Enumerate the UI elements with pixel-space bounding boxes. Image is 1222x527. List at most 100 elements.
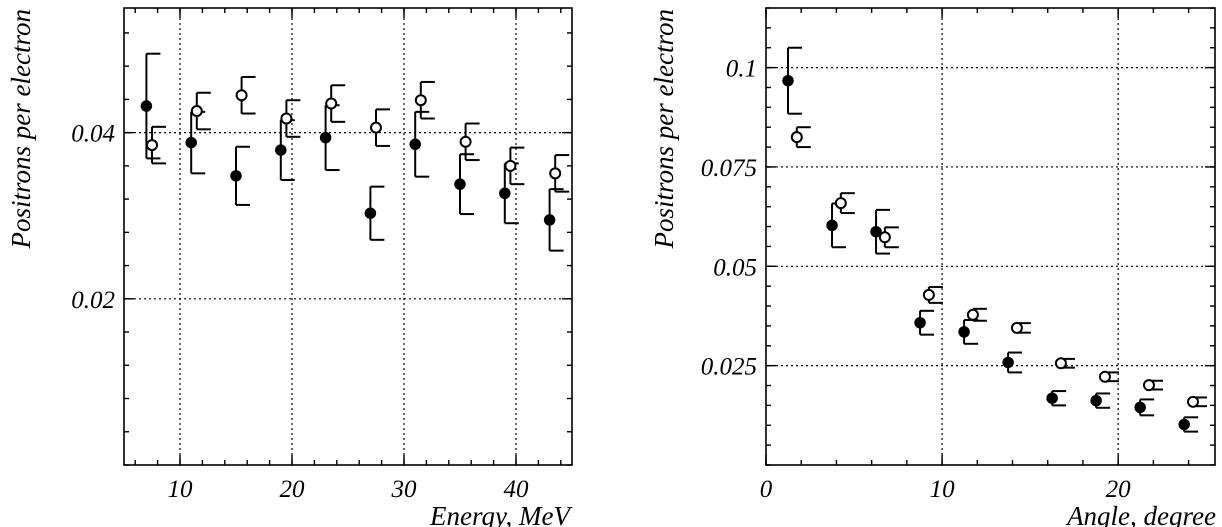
energy-y-tick-label: 0.02	[71, 287, 115, 314]
energy-ticks: 10 20 30 40 0.02 0.04	[71, 8, 572, 503]
energy-open-point	[325, 84, 346, 123]
filled-marker	[319, 131, 332, 144]
open-marker	[1142, 379, 1155, 392]
open-marker	[1054, 357, 1067, 370]
energy-y-axis-label: Positrons per electron	[6, 9, 36, 249]
filled-marker	[454, 178, 466, 190]
energy-x-tick-label: 10	[168, 476, 194, 503]
energy-open-point	[146, 125, 166, 165]
open-marker	[414, 94, 427, 107]
open-marker	[790, 131, 803, 144]
angle-filled-point	[1090, 392, 1111, 409]
energy-filled-point	[185, 110, 206, 175]
angle-open-point	[1054, 357, 1075, 370]
angle-filled-point	[958, 318, 979, 345]
angle-filled-point	[782, 46, 803, 115]
energy-chart: 10 20 30 40 0.02 0.04 Energy, MeV Positrons p…	[6, 7, 573, 527]
energy-data	[140, 52, 570, 252]
energy-filled-point	[543, 188, 564, 252]
filled-marker	[364, 207, 377, 219]
energy-filled-point	[364, 185, 385, 241]
angle-open-point	[922, 285, 943, 304]
angle-filled-point	[914, 309, 935, 336]
open-marker	[146, 139, 158, 152]
angle-x-tick-label: 10	[930, 476, 956, 503]
filled-marker	[870, 225, 882, 238]
angle-open-point	[790, 126, 811, 149]
open-marker	[1010, 321, 1023, 334]
open-marker	[1098, 370, 1111, 383]
angle-filled-point	[826, 202, 847, 249]
energy-open-point	[459, 122, 480, 162]
filled-marker	[543, 214, 556, 226]
open-marker	[878, 231, 891, 244]
energy-open-point	[280, 99, 301, 138]
energy-x-axis-label: Energy, MeV	[429, 501, 573, 527]
filled-marker	[1046, 392, 1058, 404]
energy-filled-point	[140, 52, 161, 160]
angle-open-point	[1010, 321, 1031, 334]
energy-filled-point	[275, 119, 295, 181]
energy-plot-frame	[123, 7, 573, 466]
filled-marker	[1178, 418, 1190, 431]
energy-open-point	[414, 80, 435, 120]
energy-y-tick-label: 0.04	[71, 121, 115, 148]
angle-y-tick-label: 0.05	[713, 254, 757, 281]
open-marker	[459, 135, 472, 148]
angle-filled-point	[1134, 398, 1155, 417]
energy-x-tick-label: 40	[504, 476, 530, 503]
angle-open-point	[1186, 395, 1207, 408]
angle-x-axis-label: Angle, degree	[1065, 501, 1216, 527]
filled-marker	[275, 144, 287, 156]
open-marker	[966, 308, 979, 321]
angle-grid	[766, 8, 1215, 465]
filled-marker	[1090, 394, 1102, 407]
energy-open-point	[504, 146, 525, 186]
open-marker	[235, 89, 248, 102]
angle-x-tick-label: 20	[1106, 476, 1132, 503]
filled-marker	[914, 316, 926, 329]
filled-marker	[230, 170, 242, 182]
angle-y-tick-label: 0.1	[726, 56, 757, 83]
angle-filled-point	[870, 208, 891, 255]
energy-filled-point	[230, 145, 250, 206]
energy-filled-point	[454, 153, 474, 216]
filled-marker	[1002, 356, 1014, 369]
angle-open-point	[1098, 370, 1119, 383]
open-marker	[549, 167, 562, 180]
energy-open-point	[549, 154, 570, 193]
filled-marker	[140, 100, 153, 112]
angle-ticks: 0 10 20 0.025 0.05 0.075 0.1	[701, 7, 1215, 503]
filled-marker	[185, 136, 197, 149]
angle-filled-point	[1002, 351, 1023, 374]
open-marker	[922, 288, 935, 301]
angle-data	[782, 46, 1207, 433]
energy-open-point	[235, 75, 256, 115]
angle-y-axis-label: Positrons per electron	[649, 9, 679, 249]
open-marker	[504, 159, 517, 172]
angle-x-tick-label: 0	[760, 476, 773, 503]
open-marker	[325, 97, 338, 110]
angle-chart: 0 10 20 0.025 0.05 0.075 0.1 Angle, degree Pos…	[649, 7, 1216, 527]
energy-grid	[124, 8, 572, 465]
energy-x-tick-label: 20	[280, 476, 306, 503]
open-marker	[1186, 395, 1199, 408]
energy-open-point	[190, 91, 211, 131]
angle-open-point	[878, 226, 899, 249]
energy-open-point	[370, 108, 390, 147]
angle-y-tick-label: 0.025	[701, 354, 757, 381]
open-marker	[834, 197, 847, 210]
angle-open-point	[1142, 379, 1163, 392]
angle-filled-point	[1178, 416, 1199, 433]
filled-marker	[409, 138, 421, 151]
angle-open-point	[966, 307, 987, 322]
energy-filled-point	[409, 110, 430, 178]
filled-marker	[782, 74, 794, 87]
energy-filled-point	[319, 104, 340, 172]
filled-marker	[1134, 401, 1146, 414]
angle-open-point	[834, 192, 855, 215]
filled-marker	[958, 326, 970, 338]
open-marker	[190, 105, 203, 118]
open-marker	[280, 112, 293, 125]
